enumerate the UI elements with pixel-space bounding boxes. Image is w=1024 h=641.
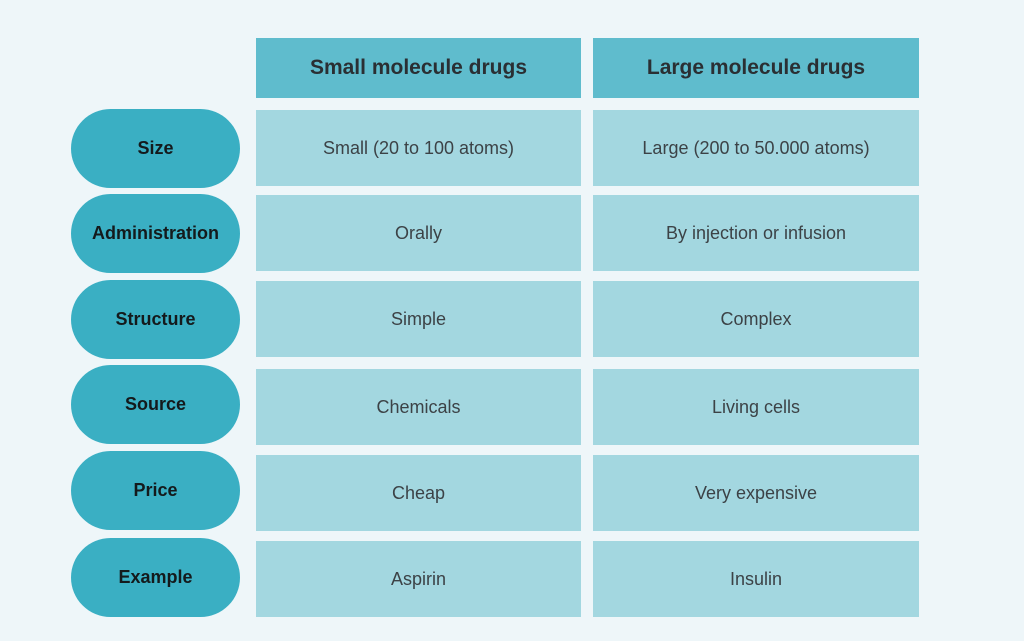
cell-example-large: Insulin (593, 541, 919, 617)
cell-administration-large: By injection or infusion (593, 195, 919, 271)
cell-size-large: Large (200 to 50.000 atoms) (593, 110, 919, 186)
cell-structure-small: Simple (256, 281, 581, 357)
row-label-size: Size (71, 109, 240, 188)
row-label-structure: Structure (71, 280, 240, 359)
cell-structure-large: Complex (593, 281, 919, 357)
cell-source-small: Chemicals (256, 369, 581, 445)
column-header-large-molecule: Large molecule drugs (593, 38, 919, 98)
cell-price-small: Cheap (256, 455, 581, 531)
row-label-source: Source (71, 365, 240, 444)
cell-example-small: Aspirin (256, 541, 581, 617)
cell-price-large: Very expensive (593, 455, 919, 531)
row-label-administration: Administration (71, 194, 240, 273)
cell-size-small: Small (20 to 100 atoms) (256, 110, 581, 186)
cell-source-large: Living cells (593, 369, 919, 445)
row-label-price: Price (71, 451, 240, 530)
row-label-example: Example (71, 538, 240, 617)
cell-administration-small: Orally (256, 195, 581, 271)
column-header-small-molecule: Small molecule drugs (256, 38, 581, 98)
